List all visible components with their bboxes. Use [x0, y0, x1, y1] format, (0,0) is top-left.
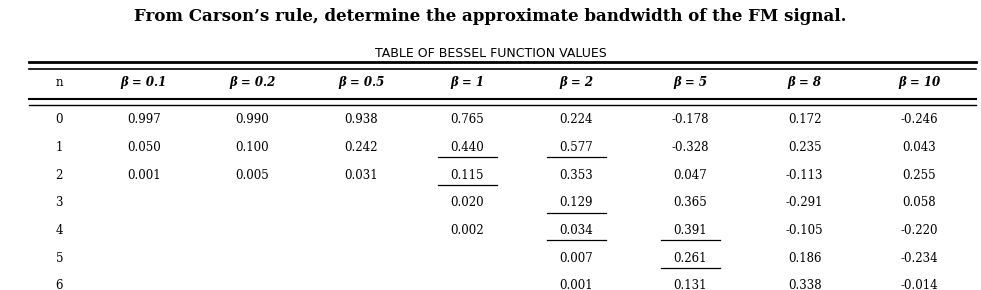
Text: 0.261: 0.261: [674, 252, 707, 265]
Text: 0.235: 0.235: [788, 141, 821, 154]
Text: 0.353: 0.353: [559, 169, 594, 182]
Text: β = 1: β = 1: [450, 77, 485, 90]
Text: β = 2: β = 2: [559, 77, 594, 90]
Text: -0.220: -0.220: [901, 224, 938, 237]
Text: 0.115: 0.115: [450, 169, 485, 182]
Text: 0.938: 0.938: [344, 113, 378, 126]
Text: 2: 2: [56, 169, 63, 182]
Text: -0.246: -0.246: [901, 113, 938, 126]
Text: 0.043: 0.043: [903, 141, 936, 154]
Text: β = 5: β = 5: [674, 77, 707, 90]
Text: -0.178: -0.178: [672, 113, 709, 126]
Text: 0: 0: [56, 113, 63, 126]
Text: 0.100: 0.100: [235, 141, 270, 154]
Text: 0.391: 0.391: [674, 224, 707, 237]
Text: 0.001: 0.001: [127, 169, 161, 182]
Text: 0.034: 0.034: [559, 224, 594, 237]
Text: n: n: [56, 77, 63, 90]
Text: 0.440: 0.440: [450, 141, 485, 154]
Text: 0.255: 0.255: [903, 169, 936, 182]
Text: 0.047: 0.047: [674, 169, 707, 182]
Text: 0.005: 0.005: [235, 169, 270, 182]
Text: -0.234: -0.234: [901, 252, 938, 265]
Text: 0.577: 0.577: [559, 141, 594, 154]
Text: 0.020: 0.020: [450, 196, 485, 209]
Text: 4: 4: [56, 224, 63, 237]
Text: 0.242: 0.242: [344, 141, 378, 154]
Text: β = 8: β = 8: [788, 77, 822, 90]
Text: β = 0.5: β = 0.5: [338, 77, 385, 90]
Text: 0.338: 0.338: [788, 279, 821, 290]
Text: -0.328: -0.328: [672, 141, 709, 154]
Text: 0.224: 0.224: [559, 113, 593, 126]
Text: 0.172: 0.172: [788, 113, 821, 126]
Text: 0.031: 0.031: [344, 169, 378, 182]
Text: 0.050: 0.050: [127, 141, 161, 154]
Text: 0.186: 0.186: [788, 252, 821, 265]
Text: β = 0.1: β = 0.1: [121, 77, 167, 90]
Text: β = 10: β = 10: [898, 77, 940, 90]
Text: 0.131: 0.131: [674, 279, 707, 290]
Text: -0.113: -0.113: [786, 169, 823, 182]
Text: 5: 5: [56, 252, 63, 265]
Text: 0.058: 0.058: [903, 196, 936, 209]
Text: 1: 1: [56, 141, 63, 154]
Text: 0.002: 0.002: [450, 224, 485, 237]
Text: -0.105: -0.105: [786, 224, 823, 237]
Text: 6: 6: [56, 279, 63, 290]
Text: -0.291: -0.291: [786, 196, 823, 209]
Text: 0.997: 0.997: [127, 113, 161, 126]
Text: -0.014: -0.014: [901, 279, 938, 290]
Text: TABLE OF BESSEL FUNCTION VALUES: TABLE OF BESSEL FUNCTION VALUES: [375, 48, 606, 61]
Text: 0.007: 0.007: [559, 252, 594, 265]
Text: 3: 3: [56, 196, 63, 209]
Text: 0.001: 0.001: [559, 279, 594, 290]
Text: 0.129: 0.129: [559, 196, 593, 209]
Text: 0.765: 0.765: [450, 113, 485, 126]
Text: β = 0.2: β = 0.2: [230, 77, 276, 90]
Text: 0.990: 0.990: [235, 113, 270, 126]
Text: 0.365: 0.365: [674, 196, 707, 209]
Text: From Carson’s rule, determine the approximate bandwidth of the FM signal.: From Carson’s rule, determine the approx…: [134, 8, 847, 25]
